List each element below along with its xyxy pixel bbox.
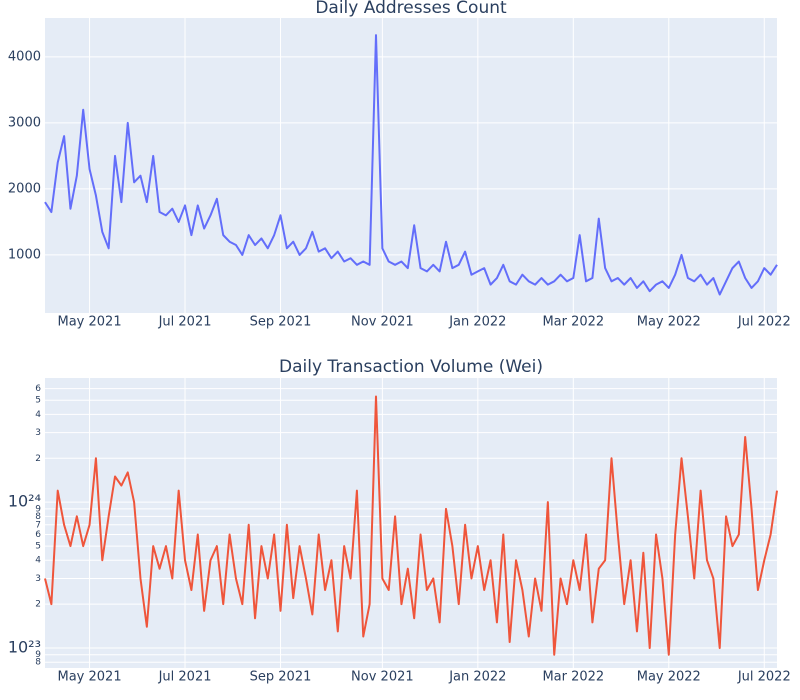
x-tick-label: Sep 2021: [250, 315, 312, 330]
y-tick-label: 1000: [8, 247, 41, 262]
x-tick-label: Jul 2022: [737, 670, 791, 685]
y-tick-label: 6: [35, 530, 41, 540]
x-tick-label: Mar 2022: [542, 670, 604, 685]
chart-title: Daily Transaction Volume (Wei): [279, 357, 543, 377]
plot-area: [45, 18, 777, 313]
y-tick-label: 7: [35, 520, 41, 530]
y-tick-label: 5: [35, 396, 41, 406]
y-tick-label: 2: [35, 600, 41, 610]
chart-title: Daily Addresses Count: [315, 0, 507, 18]
y-tick-label: 4: [35, 556, 41, 566]
x-tick-label: Jan 2022: [448, 315, 506, 330]
y-tick-label: 2: [35, 454, 41, 464]
x-tick-label: Jul 2021: [158, 670, 212, 685]
x-tick-label: Sep 2021: [250, 670, 312, 685]
x-tick-label: May 2021: [58, 315, 122, 330]
y-tick-label: 9: [35, 650, 41, 660]
y-tick-label: 4000: [8, 49, 41, 64]
x-tick-label: Mar 2022: [542, 315, 604, 330]
y-tick-label: 2000: [8, 181, 41, 196]
y-tick-label: 5: [35, 542, 41, 552]
x-tick-label: Jul 2022: [737, 315, 791, 330]
y-tick-label: 8: [35, 512, 41, 522]
y-tick-label: 3: [35, 574, 41, 584]
y-tick-label: 3: [35, 428, 41, 438]
x-tick-label: May 2022: [637, 315, 701, 330]
y-tick-label: 10²³: [8, 638, 41, 657]
x-tick-label: Jul 2021: [158, 315, 212, 330]
x-tick-label: Nov 2021: [351, 315, 414, 330]
x-tick-label: May 2022: [637, 670, 701, 685]
data-line: [44, 395, 778, 656]
plot-area: [45, 378, 777, 668]
x-tick-label: Nov 2021: [351, 670, 414, 685]
y-tick-label: 8: [35, 658, 41, 668]
x-tick-label: Jan 2022: [448, 670, 506, 685]
y-tick-label: 3000: [8, 115, 41, 130]
y-tick-label: 4: [35, 410, 41, 420]
y-tick-label: 10²⁴: [8, 492, 41, 511]
x-tick-label: May 2021: [58, 670, 122, 685]
y-tick-label: 6: [35, 384, 41, 394]
y-tick-label: 9: [35, 504, 41, 514]
data-line: [44, 34, 778, 296]
